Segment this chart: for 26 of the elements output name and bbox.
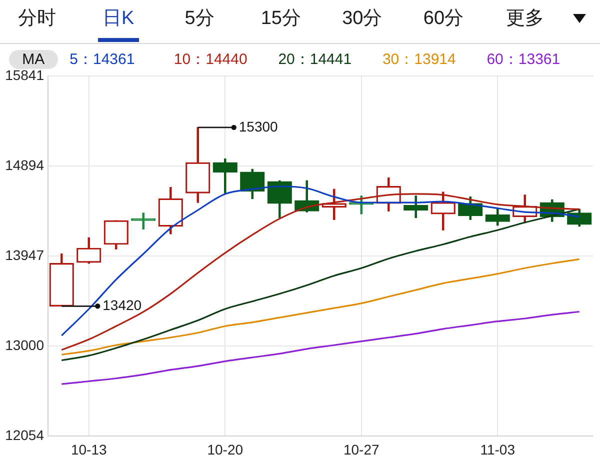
y-tick-label: 12054 (5, 426, 44, 443)
x-tick-label: 11-03 (480, 441, 516, 458)
x-tick-label: 10-13 (70, 441, 107, 458)
text: 60分 (423, 8, 464, 29)
y-tick-label: 14894 (5, 156, 44, 173)
line-series (60, 310, 580, 385)
annotation: 13420 (102, 297, 142, 314)
text: 15分 (260, 8, 301, 29)
text: 30分 (342, 8, 382, 29)
text: 更多 (506, 8, 544, 29)
line-series (60, 258, 580, 356)
y-tick-label: 13947 (5, 246, 44, 263)
text: 30：13914 (382, 50, 456, 68)
text: 分时 (18, 8, 56, 29)
x-tick-label: 10-27 (343, 441, 380, 458)
annotation: 15300 (238, 118, 278, 134)
text: 10：14440 (174, 50, 248, 68)
x-tick-label: 10-20 (207, 441, 244, 458)
text: 5：14361 (70, 50, 135, 68)
y-tick-label: 13000 (5, 336, 44, 353)
legend-title: MA (9, 50, 58, 68)
y-tick-label: 15841 (5, 66, 44, 83)
text: 日K (102, 8, 134, 29)
text: 20：14441 (278, 50, 352, 68)
text: 5分 (184, 8, 214, 29)
text: 60：13361 (486, 50, 560, 68)
